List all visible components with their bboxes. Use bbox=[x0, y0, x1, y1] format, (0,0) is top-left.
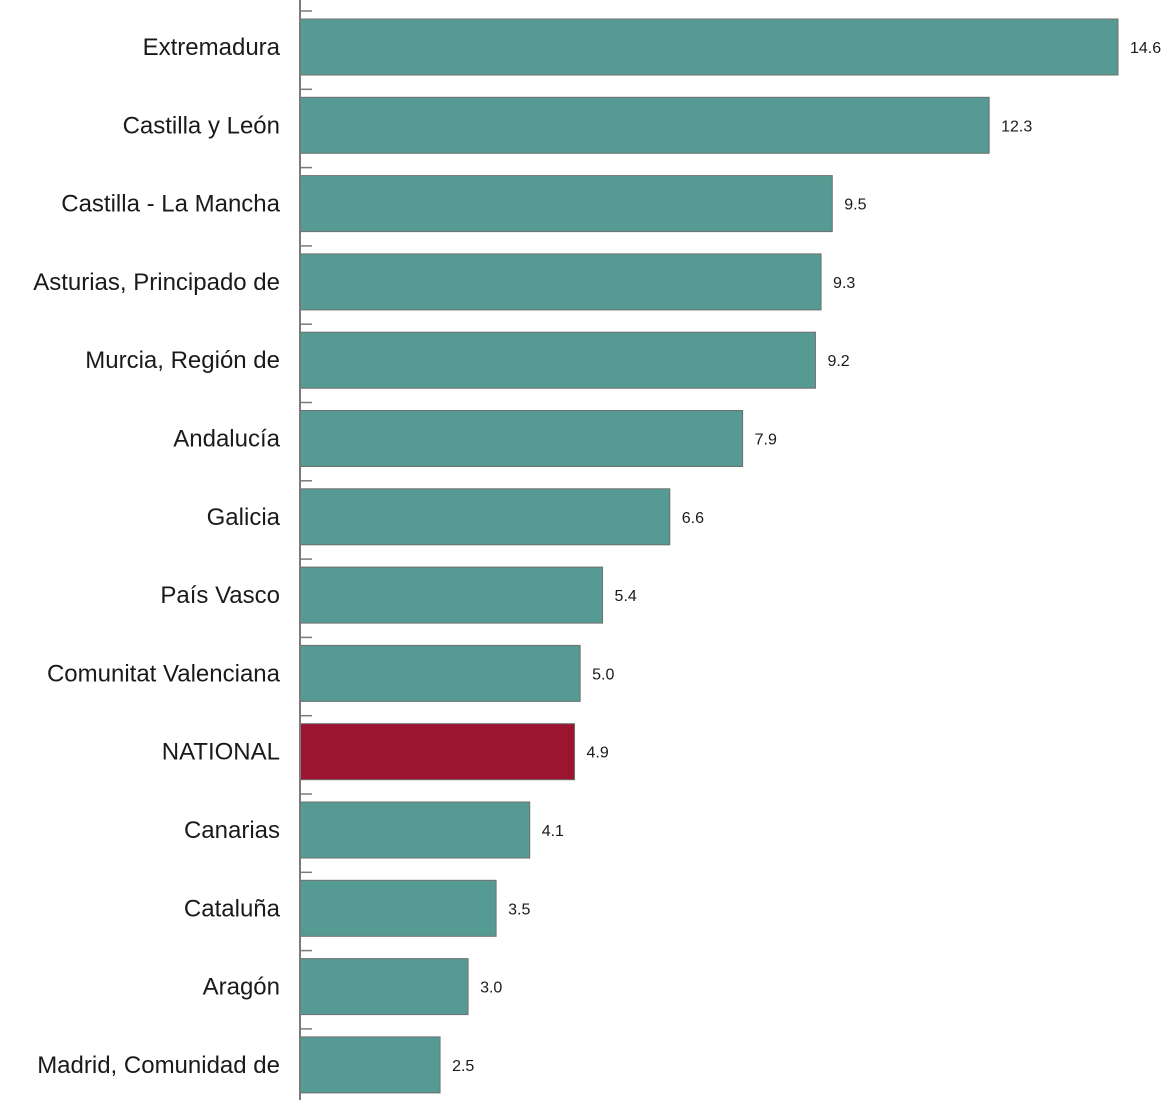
bar bbox=[299, 18, 1119, 76]
value-labels: 14.6 12.3 9.5 9.3 9.2 7.9 6.6 5.4 5.0 4.9 4.1 3.5 3.… bbox=[452, 40, 1161, 1075]
category-label: Aragón bbox=[203, 974, 280, 1001]
bar bbox=[299, 644, 581, 702]
value-label: 4.9 bbox=[587, 745, 609, 762]
axis-ticks bbox=[300, 10, 312, 1030]
bar bbox=[299, 1036, 441, 1094]
value-label: 9.3 bbox=[833, 275, 855, 292]
value-label: 9.5 bbox=[844, 197, 866, 214]
category-label: Comunitat Valenciana bbox=[47, 660, 281, 687]
value-label: 6.6 bbox=[682, 510, 704, 527]
category-label: País Vasco bbox=[160, 582, 280, 609]
category-label: Galicia bbox=[207, 504, 281, 531]
value-label: 5.0 bbox=[592, 666, 614, 683]
category-label: Castilla - La Mancha bbox=[61, 191, 280, 218]
category-label: NATIONAL bbox=[162, 739, 280, 766]
value-label: 14.6 bbox=[1130, 40, 1161, 57]
value-label: 7.9 bbox=[755, 432, 777, 449]
category-label: Extremadura bbox=[143, 34, 281, 61]
category-label: Canarias bbox=[184, 817, 280, 844]
bar bbox=[299, 96, 990, 154]
bar bbox=[299, 958, 469, 1016]
category-label: Andalucía bbox=[173, 426, 280, 453]
bar bbox=[299, 331, 816, 389]
value-label: 5.4 bbox=[615, 588, 637, 605]
value-label: 9.2 bbox=[827, 353, 849, 370]
bars bbox=[299, 18, 1119, 1094]
value-label: 12.3 bbox=[1001, 118, 1032, 135]
bar bbox=[299, 566, 604, 624]
bar bbox=[299, 410, 744, 467]
category-label: Asturias, Principado de bbox=[33, 269, 280, 296]
value-label: 3.5 bbox=[508, 901, 530, 918]
value-label: 3.0 bbox=[480, 980, 502, 997]
value-label: 4.1 bbox=[542, 823, 564, 840]
value-label: 2.5 bbox=[452, 1058, 474, 1075]
category-labels: Extremadura Castilla y León Castilla - La … bbox=[33, 34, 280, 1079]
category-label: Murcia, Región de bbox=[85, 347, 280, 374]
bar bbox=[299, 253, 822, 311]
category-label: Madrid, Comunidad de bbox=[37, 1052, 280, 1079]
bar bbox=[299, 175, 833, 233]
bar bbox=[299, 879, 497, 937]
bar bbox=[299, 488, 671, 546]
category-label: Castilla y León bbox=[123, 112, 280, 139]
category-label: Cataluña bbox=[184, 895, 281, 922]
bar-national bbox=[299, 723, 576, 781]
bar bbox=[299, 801, 531, 859]
